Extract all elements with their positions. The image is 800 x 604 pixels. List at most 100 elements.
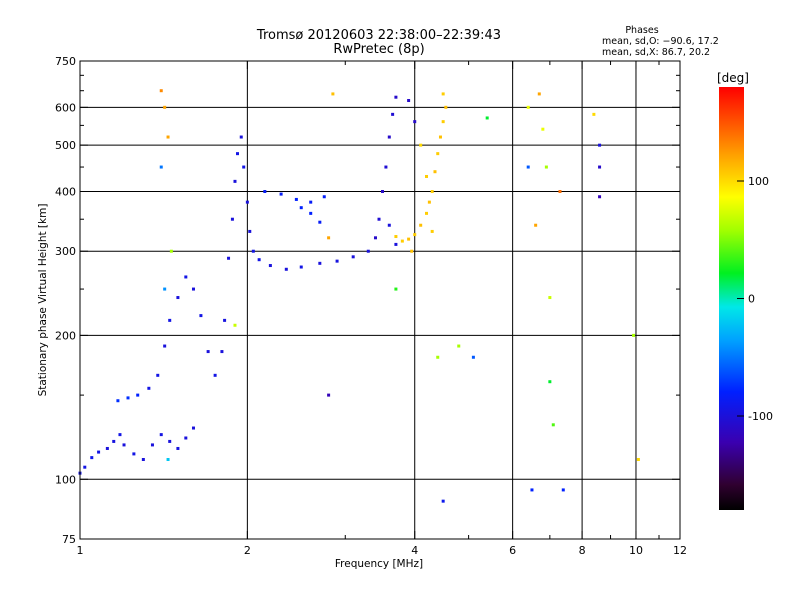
data-point — [419, 223, 423, 227]
x-tick-label: 10 — [629, 544, 643, 557]
data-point — [136, 393, 140, 397]
y-tick-label: 100 — [55, 473, 76, 486]
data-point — [322, 195, 326, 199]
data-point — [132, 452, 136, 456]
data-point — [413, 233, 417, 237]
data-point — [318, 261, 322, 265]
data-point — [141, 457, 145, 461]
data-point — [410, 249, 414, 253]
y-axis-ticks: 75 100 200 300 400 500 600 750 — [55, 55, 680, 546]
data-point — [331, 92, 335, 96]
data-point — [97, 450, 101, 454]
colorbar-tick-label: -100 — [748, 410, 773, 423]
data-point — [598, 143, 602, 147]
data-point — [176, 296, 180, 300]
y-tick-label: 300 — [55, 245, 76, 258]
data-point — [419, 143, 423, 147]
data-point — [263, 189, 267, 193]
data-point — [377, 217, 381, 221]
y-axis-label: Stationary phase Virtual Height [km] — [37, 204, 49, 397]
data-point — [245, 200, 249, 204]
data-point — [184, 436, 188, 440]
y-tick-label: 500 — [55, 139, 76, 152]
data-point — [441, 499, 445, 503]
data-point — [163, 344, 167, 348]
gridlines — [80, 61, 680, 539]
data-point — [561, 488, 565, 492]
data-point — [239, 135, 243, 139]
data-point — [159, 433, 163, 437]
data-point — [220, 350, 224, 354]
data-point — [366, 249, 370, 253]
data-point — [541, 127, 545, 131]
data-point — [526, 105, 530, 109]
data-point — [251, 249, 255, 253]
data-point — [279, 192, 283, 196]
data-point — [558, 189, 562, 193]
colorbar-tick-label: 100 — [748, 175, 769, 188]
data-point — [394, 287, 398, 291]
x-tick-label: 2 — [244, 544, 251, 557]
data-point — [169, 249, 173, 253]
data-point — [380, 189, 384, 193]
data-point — [242, 165, 246, 169]
data-point — [105, 446, 109, 450]
data-point — [83, 465, 87, 469]
data-point — [233, 323, 237, 327]
data-point — [441, 120, 445, 124]
colorbar-tick-label: 0 — [748, 293, 755, 306]
data-point — [163, 105, 167, 109]
data-point — [150, 443, 154, 447]
data-point — [294, 197, 298, 201]
data-point — [391, 112, 395, 116]
x-axis-ticks: 1 2 4 6 8 10 12 — [77, 61, 687, 557]
data-point — [166, 457, 170, 461]
data-point — [526, 165, 530, 169]
data-point — [116, 399, 120, 403]
data-point — [351, 255, 355, 259]
data-point — [457, 344, 461, 348]
phases-x-stats: mean, sd,X: 86.7, 20.2 — [602, 47, 710, 58]
data-point — [90, 456, 94, 460]
y-tick-label: 400 — [55, 185, 76, 198]
data-point — [544, 165, 548, 169]
data-point — [373, 236, 377, 240]
data-point — [394, 235, 398, 239]
data-point — [598, 195, 602, 199]
data-point — [176, 446, 180, 450]
data-point — [126, 396, 130, 400]
data-point — [427, 200, 431, 204]
data-point — [309, 211, 313, 215]
chart-subtitle: RwPretec (8p) — [333, 42, 424, 57]
data-point — [425, 211, 429, 215]
data-point — [206, 350, 210, 354]
x-tick-label: 12 — [673, 544, 687, 557]
data-point — [530, 488, 534, 492]
data-point — [433, 170, 437, 174]
data-point — [223, 318, 227, 322]
data-point — [318, 220, 322, 224]
y-tick-label: 600 — [55, 101, 76, 114]
data-point — [199, 314, 203, 318]
y-tick-label: 75 — [62, 533, 76, 546]
data-point — [166, 135, 170, 139]
data-point — [632, 333, 636, 337]
data-point — [598, 165, 602, 169]
colorbar-label: [deg] — [717, 71, 749, 85]
data-point — [284, 267, 288, 271]
y-tick-label: 200 — [55, 329, 76, 342]
data-point — [257, 258, 261, 262]
data-point — [551, 423, 555, 427]
data-point — [191, 426, 195, 430]
x-tick-label: 4 — [411, 544, 418, 557]
data-point — [548, 380, 552, 384]
data-point — [548, 296, 552, 300]
data-point — [309, 200, 313, 204]
data-point — [147, 386, 151, 390]
data-point — [430, 229, 434, 233]
plot-frame — [79, 60, 681, 540]
data-point — [436, 355, 440, 359]
data-point — [407, 237, 411, 241]
data-point — [233, 179, 237, 183]
